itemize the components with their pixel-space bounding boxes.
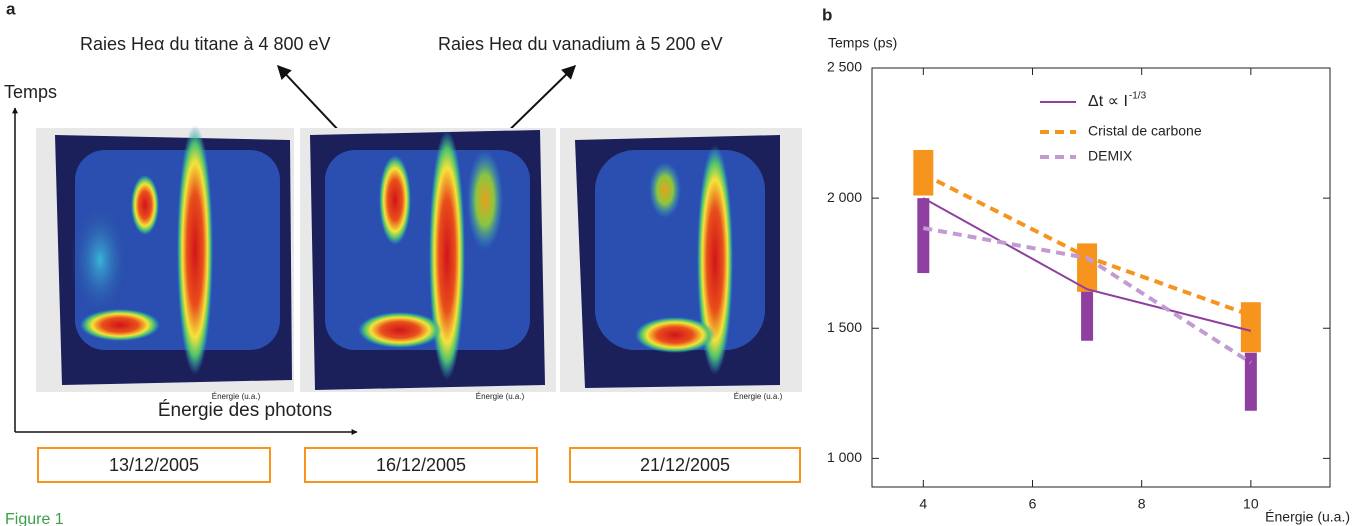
- legend-label: DEMIX: [1088, 148, 1133, 164]
- legend-label: Δt ∝ I: [1088, 93, 1128, 110]
- legend-superscript: -1/3: [1129, 91, 1147, 102]
- date: 13/12/2005: [109, 455, 199, 475]
- series-line: [922, 226, 1252, 365]
- x-axis-label: Énergie (u.a.): [1265, 509, 1350, 525]
- y-tick-label: 1 000: [827, 449, 862, 465]
- annotation: Raies Heα du titane à 4 800 eV: [80, 34, 331, 54]
- axis-label: Temps: [4, 82, 57, 102]
- x-tick-label: 10: [1243, 496, 1259, 512]
- axis-label: Énergie des photons: [158, 400, 332, 421]
- x-tick-label: 4: [919, 496, 927, 512]
- caption: Figure 1: [5, 511, 64, 526]
- spectrum-image: Énergie (u.a.): [36, 125, 294, 401]
- annotation: Raies Heα du vanadium à 5 200 eV: [438, 34, 723, 54]
- panel-label: a: [6, 0, 16, 18]
- range-bar: [917, 198, 930, 274]
- image-axis-label: Énergie (u.a.): [476, 392, 525, 401]
- y-tick-label: 1 500: [827, 319, 862, 335]
- date: 21/12/2005: [640, 455, 730, 475]
- range-bar: [1244, 352, 1257, 411]
- range-bar: [913, 149, 934, 196]
- panel-label: b: [822, 5, 832, 24]
- range-bar: [1077, 243, 1098, 292]
- spectrum-image: Énergie (u.a.): [300, 128, 556, 401]
- spectrum-image: Énergie (u.a.): [560, 128, 802, 401]
- image-axis-label: Énergie (u.a.): [734, 392, 783, 401]
- image-axis-label: Énergie (u.a.): [212, 392, 261, 401]
- date-box: [304, 447, 538, 483]
- date: 16/12/2005: [376, 455, 466, 475]
- range-bar: [1240, 302, 1261, 353]
- date-box: [569, 447, 801, 483]
- y-tick-label: 2 000: [827, 189, 862, 205]
- y-tick-label: 2 500: [827, 59, 862, 75]
- legend-label: Cristal de carbone: [1088, 123, 1202, 139]
- x-tick-label: 8: [1138, 496, 1146, 512]
- date-box: [37, 447, 271, 483]
- series-line: [922, 197, 1252, 332]
- plot-frame: [871, 67, 1331, 488]
- y-axis-label: Temps (ps): [828, 35, 897, 51]
- range-bar: [1081, 290, 1094, 341]
- x-tick-label: 6: [1029, 496, 1037, 512]
